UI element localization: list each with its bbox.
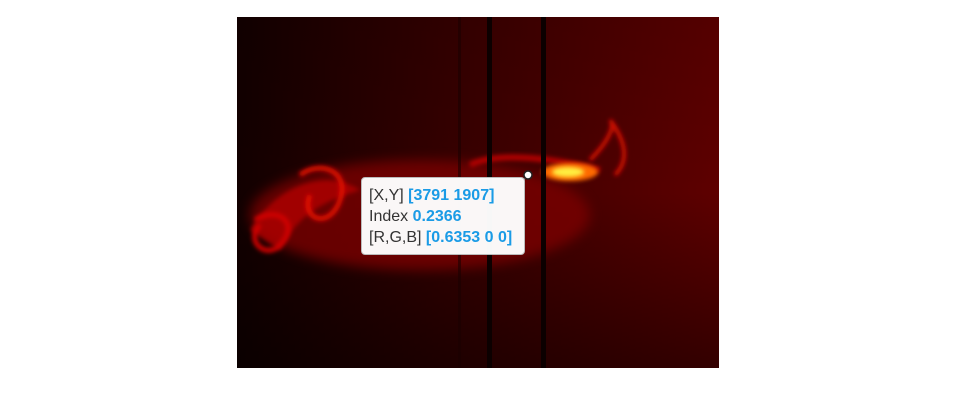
value: [0.6353 0 0] [425,229,513,246]
datatip-row: [R,G,B] [0.6353 0 0] [369,227,517,248]
datatip[interactable]: [X,Y] [3791 1907] Index 0.2366 [R,G,B] [… [361,177,525,255]
datatip-row: Index 0.2366 [369,206,517,227]
label: [R,G,B] [369,229,422,246]
datatip-row: [X,Y] [3791 1907] [369,185,517,206]
value: 0.2366 [412,208,462,225]
datatip-marker[interactable] [523,170,533,180]
label: Index [369,208,409,225]
value: [3791 1907] [408,187,495,204]
label: [X,Y] [369,187,404,204]
